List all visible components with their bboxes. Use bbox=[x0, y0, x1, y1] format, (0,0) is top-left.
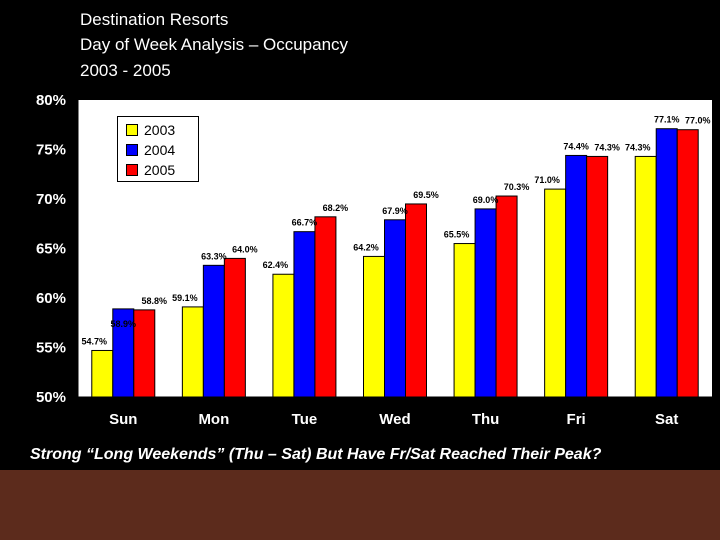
y-tick-label: 50% bbox=[36, 389, 66, 406]
data-label: 64.2% bbox=[353, 242, 379, 252]
bar-2003-sun bbox=[91, 349, 114, 398]
data-label: 65.5% bbox=[444, 230, 470, 240]
bar-2005-sun bbox=[133, 309, 156, 398]
y-tick-label: 60% bbox=[36, 290, 66, 307]
legend-label-2004: 2004 bbox=[144, 142, 176, 158]
data-label: 62.4% bbox=[263, 260, 289, 270]
chart-area: 50% 55% 60% 65% 70% 75% 80% Sun 54.7% 58.9% 58.8% M… bbox=[0, 90, 720, 440]
bar-2005-fri bbox=[586, 155, 609, 398]
data-label: 69.0% bbox=[473, 195, 499, 205]
chart-title-line-3: 2003 - 2005 bbox=[80, 61, 171, 80]
bar-2005-tue bbox=[314, 216, 337, 398]
legend-label-2005: 2005 bbox=[144, 162, 176, 178]
bar-2003-fri bbox=[544, 188, 567, 398]
data-label: 63.3% bbox=[201, 251, 227, 261]
legend: 2003 2004 2005 bbox=[117, 116, 199, 182]
chart-title-line-2: Day of Week Analysis – Occupancy bbox=[80, 35, 349, 54]
data-label: 58.8% bbox=[142, 296, 168, 306]
y-tick-label: 75% bbox=[36, 142, 66, 159]
legend-item-2005: 2005 bbox=[126, 161, 175, 179]
data-label: 70.3% bbox=[504, 182, 530, 192]
bar-2005-sat bbox=[676, 129, 699, 398]
bar-2003-wed bbox=[363, 255, 385, 398]
data-label: 77.1% bbox=[654, 115, 680, 125]
data-label: 77.0% bbox=[685, 116, 711, 126]
legend-label-2003: 2003 bbox=[144, 122, 176, 138]
bar-2003-mon bbox=[181, 306, 204, 398]
bar-2004-wed bbox=[384, 219, 406, 398]
x-tick-label: Sun bbox=[109, 411, 137, 428]
legend-swatch-2004 bbox=[126, 144, 138, 156]
bar-2004-tue bbox=[293, 231, 316, 398]
x-tick-label: Tue bbox=[292, 411, 318, 428]
bar-2005-thu bbox=[495, 195, 518, 398]
data-label: 71.0% bbox=[534, 175, 560, 185]
data-label: 74.3% bbox=[594, 142, 620, 152]
y-tick-label: 55% bbox=[36, 340, 66, 357]
bar-2003-thu bbox=[453, 243, 476, 398]
legend-item-2004: 2004 bbox=[126, 141, 175, 159]
bar-2005-mon bbox=[223, 257, 246, 398]
chart-caption: Strong “Long Weekends” (Thu – Sat) But H… bbox=[30, 446, 602, 463]
y-tick-label: 80% bbox=[36, 92, 66, 109]
bar-2004-thu bbox=[474, 208, 497, 398]
chart-title-line-1: Destination Resorts bbox=[80, 10, 229, 29]
x-tick-label: Fri bbox=[567, 411, 586, 428]
bar-2003-sat bbox=[634, 155, 657, 398]
x-tick-label: Sat bbox=[655, 411, 678, 428]
x-tick-label: Mon bbox=[198, 411, 229, 428]
legend-swatch-2003 bbox=[126, 124, 138, 136]
bar-2004-sat bbox=[655, 128, 678, 398]
data-label: 74.4% bbox=[563, 141, 589, 151]
bar-2004-fri bbox=[565, 154, 588, 398]
bar-2004-mon bbox=[202, 264, 225, 398]
bar-chart: 50% 55% 60% 65% 70% 75% 80% Sun 54.7%58.9% 58.8% M… bbox=[36, 92, 712, 428]
y-tick-label: 65% bbox=[36, 241, 66, 258]
x-tick-label: Thu bbox=[472, 411, 500, 428]
title-block: Destination Resorts Day of Week Analysis… bbox=[0, 0, 720, 100]
x-tick-label: Wed bbox=[379, 411, 410, 428]
data-label: 69.5% bbox=[413, 190, 439, 200]
data-label: 58.9% bbox=[111, 319, 137, 329]
data-label: 68.2% bbox=[323, 203, 349, 213]
bar-2003-tue bbox=[272, 273, 295, 398]
data-label: 59.1% bbox=[172, 293, 198, 303]
data-label: 74.3% bbox=[625, 142, 651, 152]
y-tick-label: 70% bbox=[36, 191, 66, 208]
footer-band bbox=[0, 470, 720, 540]
legend-swatch-2005 bbox=[126, 164, 138, 176]
legend-item-2003: 2003 bbox=[126, 121, 175, 139]
bar-2005-wed bbox=[405, 203, 427, 398]
data-label: 66.7% bbox=[292, 218, 318, 228]
data-label: 64.0% bbox=[232, 244, 258, 254]
data-label: 67.9% bbox=[382, 206, 408, 216]
data-label: 54.7% bbox=[82, 336, 108, 346]
